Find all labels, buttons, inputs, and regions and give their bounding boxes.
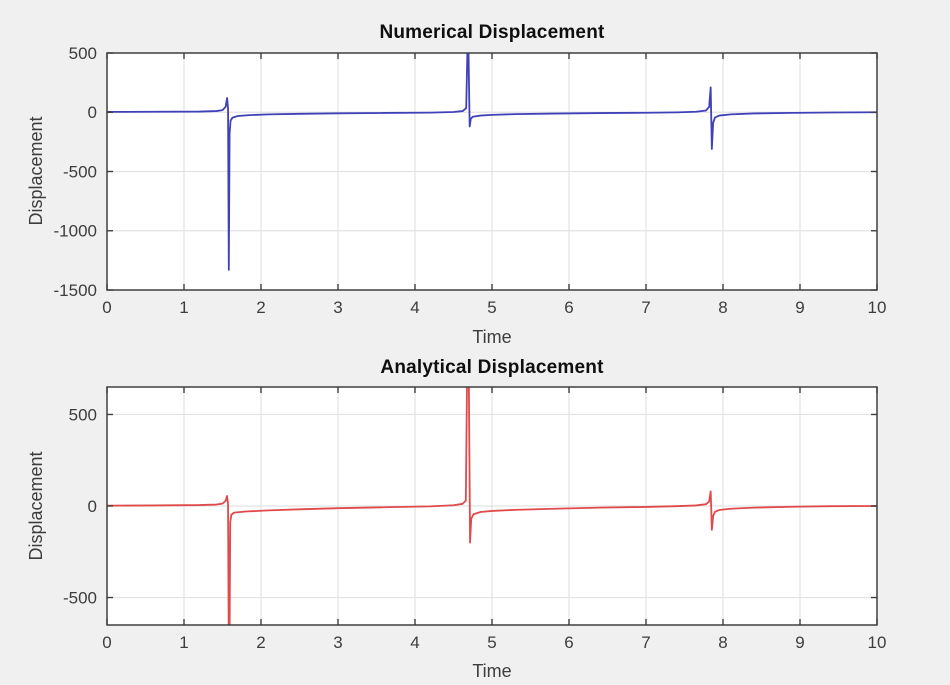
x-tick-label: 9 xyxy=(795,633,804,652)
y-axis-label-analytical: Displacement xyxy=(26,451,46,561)
tick-marks xyxy=(106,387,878,625)
x-tick-label: 9 xyxy=(795,298,804,317)
analytical-displacement-line xyxy=(107,387,877,625)
x-tick-label: 8 xyxy=(718,633,727,652)
x-tick-label: 6 xyxy=(564,298,573,317)
x-tick-label: 0 xyxy=(102,633,111,652)
x-tick-label: 7 xyxy=(641,633,650,652)
x-tick-label: 4 xyxy=(410,633,419,652)
gridlines xyxy=(107,53,877,290)
x-tick-label: 3 xyxy=(333,298,342,317)
tick-labels: 0 1 2 3 4 5 6 7 8 9 10 500 0 -500 -1000 -1500 xyxy=(54,44,887,317)
x-tick-label: 2 xyxy=(256,633,265,652)
x-tick-label: 7 xyxy=(641,298,650,317)
subplot-1: 0 1 2 3 4 5 6 7 8 9 10 500 0 -500 xyxy=(63,386,886,652)
x-tick-label: 6 xyxy=(564,633,573,652)
numerical-displacement-line xyxy=(107,53,877,271)
y-tick-label: 0 xyxy=(88,103,97,122)
y-axis-label-numerical: Displacement xyxy=(26,116,46,226)
x-tick-label: 4 xyxy=(410,298,419,317)
y-tick-label: 0 xyxy=(88,497,97,516)
y-tick-label: 500 xyxy=(69,44,97,63)
x-tick-label: 1 xyxy=(179,633,188,652)
x-axis-label-numerical: Time xyxy=(472,327,512,347)
y-tick-label: -500 xyxy=(63,588,97,607)
tick-labels: 0 1 2 3 4 5 6 7 8 9 10 500 0 -500 xyxy=(63,405,886,652)
x-tick-label: 10 xyxy=(868,633,887,652)
y-tick-label: -1500 xyxy=(54,281,97,300)
y-tick-label: -1000 xyxy=(54,222,97,241)
y-tick-label: -500 xyxy=(63,162,97,181)
x-tick-label: 2 xyxy=(256,298,265,317)
x-tick-label: 1 xyxy=(179,298,188,317)
x-tick-label: 5 xyxy=(487,633,496,652)
x-axis-label-analytical: Time xyxy=(472,661,512,681)
y-tick-label: 500 xyxy=(69,405,97,424)
plot-title-numerical: Numerical Displacement xyxy=(379,22,605,43)
x-tick-label: 10 xyxy=(868,298,887,317)
tick-marks xyxy=(106,52,878,291)
x-tick-label: 8 xyxy=(718,298,727,317)
subplot-0: 0 1 2 3 4 5 6 7 8 9 10 500 0 -500 -1000 -1500 xyxy=(54,44,887,317)
x-tick-label: 3 xyxy=(333,633,342,652)
x-tick-label: 0 xyxy=(102,298,111,317)
x-tick-label: 5 xyxy=(487,298,496,317)
plot-title-analytical: Analytical Displacement xyxy=(380,357,604,378)
